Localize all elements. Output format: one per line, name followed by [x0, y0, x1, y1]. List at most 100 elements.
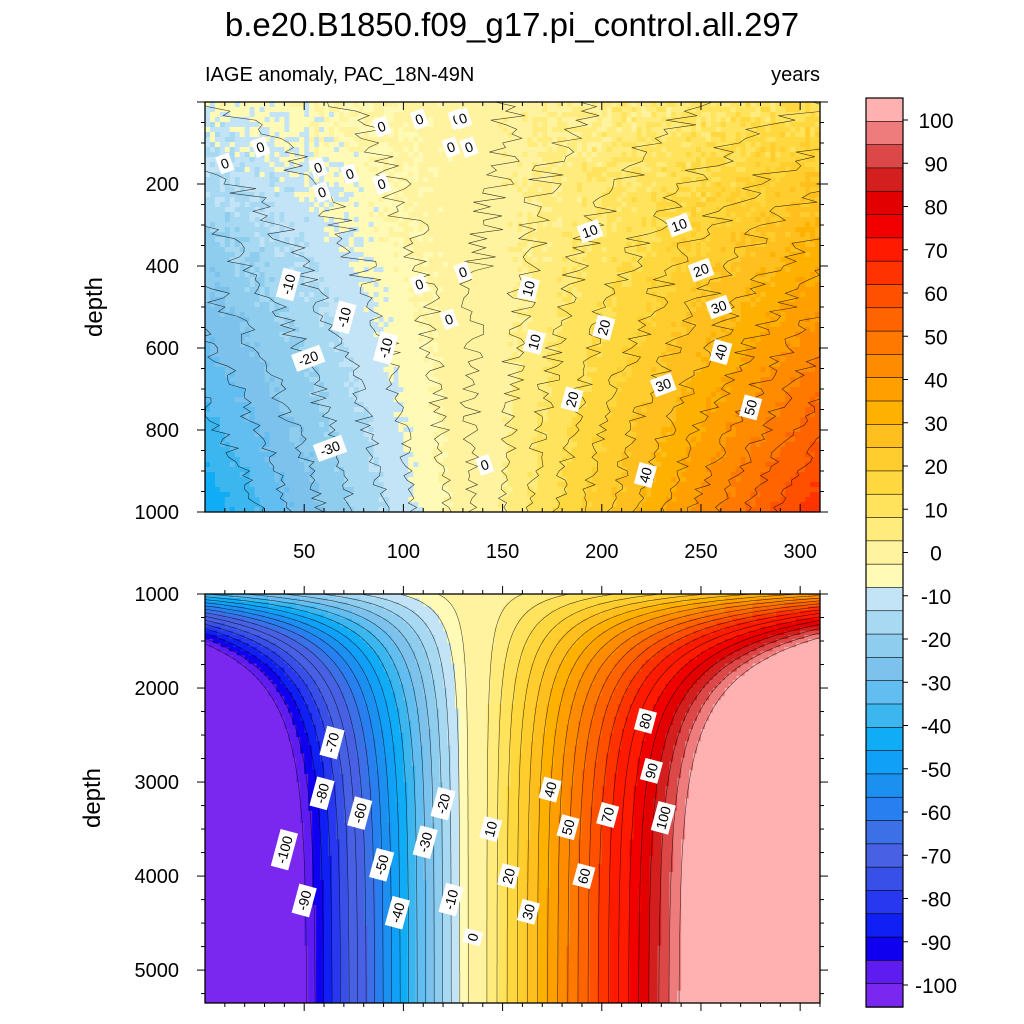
top-field-cell: [537, 227, 543, 233]
top-field-cell: [800, 227, 806, 233]
top-field-cell: [636, 107, 643, 113]
top-field-cell: [557, 117, 563, 123]
top-field-cell: [408, 247, 414, 253]
top-field-cell: [696, 222, 702, 228]
top-field-cell: [328, 282, 335, 288]
top-field-cell: [507, 202, 514, 208]
top-field-cell: [393, 197, 400, 203]
top-field-cell: [527, 172, 533, 178]
top-field-cell: [457, 252, 464, 258]
top-field-cell: [710, 277, 717, 283]
top-field-cell: [537, 237, 543, 243]
top-field-cell: [433, 142, 439, 148]
top-field-cell: [433, 227, 439, 233]
top-field-cell: [740, 127, 747, 133]
top-field-cell: [601, 212, 608, 218]
top-field-cell: [234, 192, 241, 198]
top-field-cell: [358, 302, 365, 308]
top-field-cell: [765, 242, 771, 248]
top-field-cell: [234, 187, 241, 193]
top-field-cell: [557, 277, 563, 283]
top-field-cell: [621, 222, 628, 228]
top-field-cell: [457, 132, 464, 138]
top-field-cell: [646, 272, 652, 278]
top-field-cell: [745, 297, 752, 303]
top-field-cell: [239, 172, 246, 178]
top-field-cell: [333, 147, 340, 153]
top-field-cell: [785, 262, 791, 268]
top-field-cell: [314, 102, 320, 108]
top-field-cell: [413, 257, 419, 263]
top-field-cell: [651, 102, 657, 108]
chart-title: b.e20.B1850.f09_g17.pi_control.all.297: [225, 6, 799, 43]
top-field-cell: [740, 107, 747, 113]
top-field-cell: [239, 142, 246, 148]
top-field-cell: [353, 302, 360, 308]
top-field-cell: [760, 202, 767, 208]
top-field-cell: [254, 232, 261, 238]
top-field-cell: [492, 292, 499, 298]
top-field-cell: [403, 152, 409, 158]
top-field-cell: [681, 272, 687, 278]
top-field-cell: [760, 262, 767, 268]
top-field-cell: [304, 152, 310, 158]
top-field-cell: [760, 127, 767, 133]
top-field-cell: [591, 257, 598, 263]
top-field-cell: [725, 242, 732, 248]
top-field-cell: [398, 242, 404, 248]
top-field-cell: [517, 232, 524, 238]
top-field-cell: [452, 192, 459, 198]
top-field-cell: [244, 192, 251, 198]
top-field-cell: [462, 207, 469, 213]
top-field-cell: [214, 102, 221, 108]
top-field-cell: [517, 122, 524, 128]
top-field-cell: [314, 272, 320, 278]
top-field-cell: [681, 152, 687, 158]
top-field-cell: [224, 177, 231, 183]
top-field-cell: [730, 132, 737, 138]
top-field-cell: [522, 222, 528, 228]
top-field-cell: [299, 167, 305, 173]
top-field-cell: [646, 242, 652, 248]
top-field-cell: [264, 277, 271, 283]
top-field-cell: [512, 212, 519, 218]
top-field-cell: [780, 127, 786, 133]
top-field-cell: [264, 192, 271, 198]
top-field-cell: [576, 247, 583, 253]
top-field-cell: [338, 142, 345, 148]
top-field-cell: [552, 222, 558, 228]
top-field-cell: [686, 122, 692, 128]
top-field-cell: [502, 262, 509, 268]
top-field-cell: [586, 117, 593, 123]
top-field-cell: [527, 162, 533, 168]
top-field-cell: [705, 132, 712, 138]
top-field-cell: [671, 137, 677, 143]
top-field-cell: [696, 217, 702, 223]
top-field-cell: [438, 272, 444, 278]
top-field-cell: [616, 257, 623, 263]
top-field-cell: [259, 157, 266, 163]
top-field-cell: [750, 167, 757, 173]
top-field-cell: [522, 212, 528, 218]
top-field-cell: [284, 222, 290, 228]
top-field-cell: [710, 162, 717, 168]
top-field-cell: [537, 292, 543, 298]
top-field-cell: [259, 262, 266, 268]
top-field-cell: [388, 292, 395, 298]
top-field-cell: [750, 107, 757, 113]
top-field-cell: [462, 257, 469, 263]
top-field-cell: [626, 182, 633, 188]
top-field-cell: [567, 232, 573, 238]
top-field-cell: [319, 302, 325, 308]
top-field-cell: [507, 242, 514, 248]
top-field-cell: [264, 137, 271, 143]
top-field-cell: [537, 122, 543, 128]
top-field-cell: [373, 132, 380, 138]
top-field-cell: [438, 262, 444, 268]
top-field-cell: [353, 202, 360, 208]
top-field-cell: [805, 212, 811, 218]
top-field-cell: [532, 137, 538, 143]
top-field-cell: [264, 297, 271, 303]
top-field-cell: [482, 167, 489, 173]
top-field-cell: [324, 282, 330, 288]
